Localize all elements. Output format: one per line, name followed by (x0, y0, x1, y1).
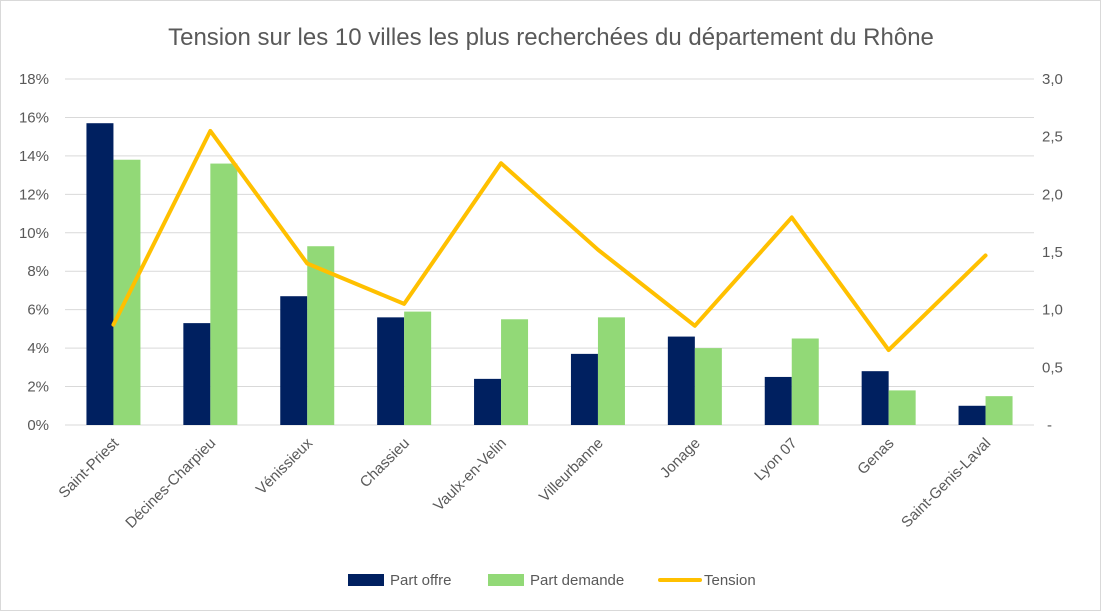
tension-line (113, 131, 985, 350)
x-tick-label: Lyon 07 (751, 435, 800, 484)
x-tick-label: Chassieu (357, 435, 413, 491)
y-left-tick-label: 14% (19, 148, 49, 165)
chart-title: Tension sur les 10 villes les plus reche… (168, 24, 934, 51)
legend-swatch (488, 574, 524, 586)
bar-part-demande (986, 396, 1013, 425)
y-right-tick-label: 0,5 (1042, 359, 1063, 376)
x-tick-label: Décines-Charpieu (122, 435, 219, 532)
bar-part-offre (765, 377, 792, 425)
y-left-tick-label: 2% (27, 379, 49, 396)
x-tick-label: Genas (854, 435, 897, 478)
x-tick-label: Saint-Priest (55, 434, 122, 501)
bar-part-demande (501, 319, 528, 425)
bar-part-offre (959, 406, 986, 425)
y-right-tick-label: 1,5 (1042, 244, 1063, 261)
y-right-tick-label: 2,5 (1042, 129, 1063, 146)
bar-part-offre (668, 337, 695, 425)
y-axis-right: - 0,5 1,0 1,5 2,0 2,5 3,0 (1042, 71, 1063, 434)
bar-part-offre (862, 371, 889, 425)
bar-part-offre (183, 323, 210, 425)
y-axis-left: 0% 2% 4% 6% 8% 10% 12% 14% 16% 18% (19, 71, 49, 434)
bars (86, 123, 1012, 425)
bar-part-demande (792, 339, 819, 426)
x-tick-label: Villeurbanne (536, 435, 607, 506)
y-left-tick-label: 18% (19, 71, 49, 88)
legend-label: Part offre (390, 572, 451, 589)
bar-part-demande (598, 317, 625, 425)
legend-tension: Tension (660, 572, 756, 589)
x-tick-label: Vaulx-en-Velin (430, 435, 510, 515)
bar-part-offre (571, 354, 598, 425)
bar-part-offre (86, 123, 113, 425)
y-right-tick-label: 3,0 (1042, 71, 1063, 88)
y-right-tick-label: - (1047, 417, 1052, 434)
y-left-tick-label: 6% (27, 302, 49, 319)
bar-part-demande (695, 348, 722, 425)
y-left-tick-label: 12% (19, 186, 49, 203)
bar-part-demande (113, 160, 140, 425)
tension-series-line (113, 131, 985, 350)
legend-label: Tension (704, 572, 756, 589)
x-tick-label: Vénissieux (253, 434, 317, 498)
bar-part-demande (889, 390, 916, 425)
y-left-tick-label: 16% (19, 109, 49, 126)
legend: Part offre Part demande Tension (348, 572, 756, 589)
bar-part-offre (280, 296, 307, 425)
legend-part-offre: Part offre (348, 572, 451, 589)
bar-part-offre (474, 379, 501, 425)
y-left-tick-label: 4% (27, 340, 49, 357)
legend-swatch (348, 574, 384, 586)
legend-label: Part demande (530, 572, 624, 589)
legend-part-demande: Part demande (488, 572, 624, 589)
bar-part-offre (377, 317, 404, 425)
y-right-tick-label: 1,0 (1042, 302, 1063, 319)
y-right-tick-label: 2,0 (1042, 186, 1063, 203)
y-left-tick-label: 10% (19, 225, 49, 242)
bar-part-demande (210, 164, 237, 425)
x-tick-label: Jonage (657, 435, 704, 482)
y-left-tick-label: 0% (27, 417, 49, 434)
y-left-tick-label: 8% (27, 263, 49, 280)
bar-part-demande (404, 312, 431, 425)
x-tick-label: Saint-Genis-Laval (898, 435, 994, 531)
